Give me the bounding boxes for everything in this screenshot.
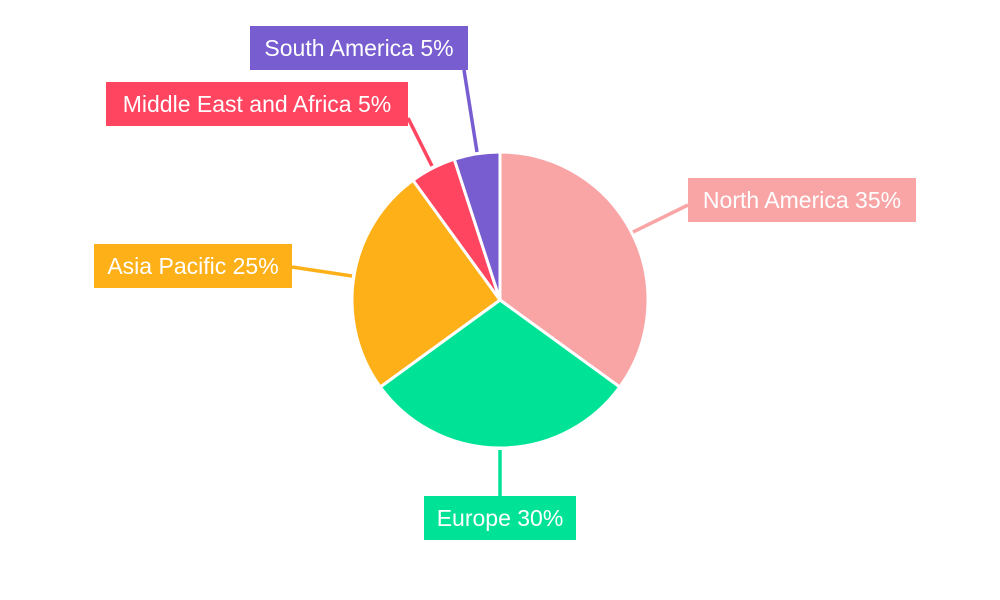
leader-line <box>462 69 479 153</box>
label-box <box>250 26 468 70</box>
data-label: Middle East and Africa 5% <box>123 91 391 117</box>
leader-line <box>406 117 434 167</box>
data-label: North America 35% <box>703 187 901 213</box>
data-label: Asia Pacific 25% <box>107 253 278 279</box>
leader-line <box>291 265 353 278</box>
data-label: Europe 30% <box>437 505 564 531</box>
pie-slices <box>350 150 650 450</box>
label-box <box>94 244 292 288</box>
label-box <box>688 178 916 222</box>
pie-slice-asia-pacific[interactable] <box>350 178 503 390</box>
pie-slice-europe[interactable] <box>378 298 622 450</box>
label-box <box>106 82 408 126</box>
pie-slice-south-america[interactable] <box>452 150 502 301</box>
leader-line <box>632 203 689 234</box>
pie-slice-north-america[interactable] <box>498 150 650 390</box>
label-box <box>424 496 576 540</box>
data-label: South America 5% <box>264 35 453 61</box>
slice-labels: North America 35% Europe 30% Asia Pacific … <box>94 26 916 540</box>
